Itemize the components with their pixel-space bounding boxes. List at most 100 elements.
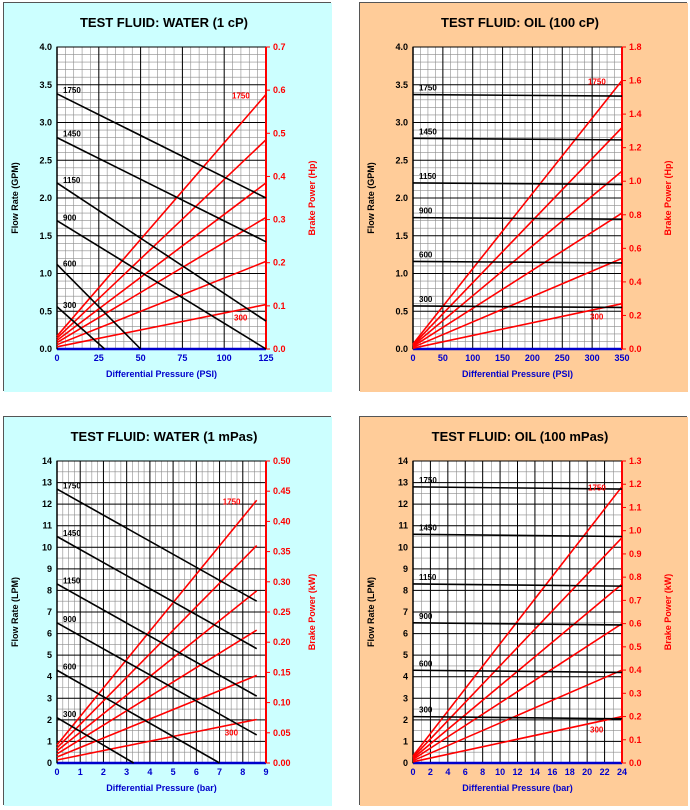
y-tick-label: 12 [398,499,408,509]
power-line-1450 [56,139,267,339]
y2-tick-label: 0.25 [273,607,291,617]
y2-axis-title: Brake Power (Hp) [663,160,673,235]
y2-tick-label: 0.2 [629,310,642,320]
x-tick-label: 6 [194,767,199,777]
power-label-1750: 1750 [588,78,606,87]
power-line-1450 [412,126,623,346]
x-tick-label: 16 [547,767,557,777]
flow-line-300 [412,305,623,309]
y2-tick-label: 0.50 [273,456,291,466]
x-tick-label: 200 [525,353,540,363]
y-tick-label: 14 [42,456,52,466]
flow-line-1450 [56,136,267,243]
flow-line-600 [56,263,142,350]
y2-tick-label: 0.7 [273,42,286,52]
y-tick-label: 0 [403,758,408,768]
flow-label-1450: 1450 [419,523,437,532]
flow-label-900: 900 [419,612,433,621]
flow-line-300 [56,306,106,350]
power-line-1750 [412,80,623,345]
x-tick-label: 12 [512,767,522,777]
y-tick-label: 9 [47,564,52,574]
y-tick-label: 1.5 [39,231,52,241]
power-line-600 [56,260,267,346]
y2-tick-label: 0.20 [273,637,291,647]
x-tick-label: 50 [136,353,146,363]
x-axis-title: Differential Pressure (PSI) [106,369,217,379]
chart-title: TEST FLUID: OIL (100 mPas) [432,429,609,444]
y2-tick-label: 0.4 [629,665,642,675]
y-tick-label: 7 [403,607,408,617]
flow-line-300 [412,715,623,720]
flow-label-1450: 1450 [419,127,437,136]
flow-label-1150: 1150 [419,573,437,582]
y-tick-label: 8 [403,585,408,595]
y-tick-label: 0.5 [39,306,52,316]
y-tick-label: 6 [47,629,52,639]
y-tick-label: 5 [403,650,408,660]
flow-label-900: 900 [419,207,433,216]
power-line-1450 [412,537,623,758]
y-tick-label: 9 [403,564,408,574]
x-tick-label: 4 [147,767,152,777]
power-line-900 [56,629,258,755]
flow-label-600: 600 [63,663,77,672]
x-tick-label: 9 [263,767,268,777]
chart-panel-water-metric: 0 1 2 3 4 5 6 7 8 9 0 1 2 3 4 5 6 7 8 9 10 11 12 13 14 0.00 0.05 0.… [3,416,332,806]
y-tick-label: 1 [403,736,408,746]
x-tick-label: 0 [410,767,415,777]
x-tick-label: 50 [438,353,448,363]
y-tick-label: 8 [47,585,52,595]
x-tick-label: 125 [258,353,273,363]
power-label-1750: 1750 [232,91,250,100]
power-label-1750: 1750 [223,497,241,506]
y-tick-label: 6 [403,629,408,639]
flow-line-1450 [412,533,623,538]
y2-tick-label: 0.40 [273,516,291,526]
flow-label-300: 300 [419,295,433,304]
x-tick-label: 75 [177,353,187,363]
y-axis-title: Flow Rate (LPM) [10,577,20,647]
y-tick-label: 2.0 [395,193,408,203]
x-tick-label: 300 [585,353,600,363]
flow-label-1450: 1450 [63,529,81,538]
chart-title: TEST FLUID: WATER (1 cP) [80,15,248,30]
y-axis-title: Flow Rate (GPM) [10,162,20,234]
flow-label-300: 300 [419,706,433,715]
chart-water-metric: 0 1 2 3 4 5 6 7 8 9012345678910111213140.000.050.… [4,417,332,806]
chart-water-us: 0 25 50 75 100 1250.00.51.01.52.02.53.03.54.0… [4,3,332,392]
x-tick-label: 20 [582,767,592,777]
y2-tick-label: 0.7 [629,595,642,605]
x-tick-label: 350 [614,353,629,363]
power-line-600 [412,669,623,762]
y2-tick-label: 1.0 [629,526,642,536]
y-tick-label: 2 [403,715,408,725]
power-line-600 [56,674,258,758]
y-tick-label: 2.0 [39,193,52,203]
y2-tick-label: 0.5 [273,128,286,138]
flow-label-1150: 1150 [419,172,437,181]
y-tick-label: 3 [403,693,408,703]
flow-label-1750: 1750 [419,84,437,93]
flow-line-1450 [56,535,258,650]
y-tick-label: 4.0 [39,42,52,52]
flow-label-900: 900 [63,213,77,222]
y-tick-label: 13 [42,478,52,488]
power-line-900 [56,216,267,344]
power-line-300 [412,715,623,763]
x-tick-label: 0 [54,767,59,777]
y2-tick-label: 0.35 [273,547,291,557]
flow-label-300: 300 [63,710,77,719]
y2-tick-label: 1.6 [629,76,642,86]
chart-oil-us: 0 50 100 150 200 250 300 3500.00.51.01.52.02.53… [360,3,688,392]
y2-tick-label: 1.1 [629,502,642,512]
y2-tick-label: 0.9 [629,549,642,559]
chart-panel-oil-metric: 0 2 4 6 8 10 12 14 16 18 20 22 24 0 1 2 3 4 5 6 7 8 9 10 11 12 13 1… [359,416,688,806]
x-tick-label: 14 [530,767,540,777]
power-line-1750 [56,93,267,337]
chart-oil-metric: 0 2 4 6 8 10 12 14 16 18 20 22 240123456789101112131… [360,417,688,806]
y2-tick-label: 0.4 [273,171,286,181]
flow-label-1750: 1750 [63,86,81,95]
y-tick-label: 2 [47,715,52,725]
flow-line-1150 [56,583,258,697]
